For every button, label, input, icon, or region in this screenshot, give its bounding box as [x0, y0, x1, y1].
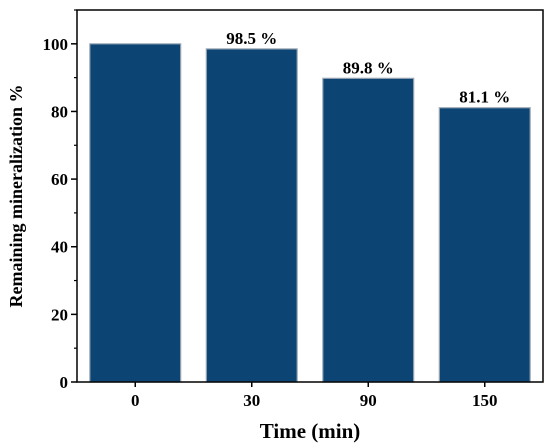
bar-30: [205, 48, 298, 383]
x-axis: 0 30 90 150: [131, 382, 498, 410]
x-tick-label-30: 30: [243, 391, 260, 410]
bar-150: [438, 107, 531, 383]
x-tick-label-90: 90: [360, 391, 377, 410]
y-tick-label-60: 60: [51, 170, 68, 189]
data-label-150: 81.1 %: [459, 88, 510, 107]
y-tick-label-20: 20: [51, 305, 68, 324]
data-labels-group: 98.5 % 89.8 % 81.1 %: [226, 29, 510, 107]
plot-frame: [76, 9, 544, 383]
bar-90: [322, 77, 415, 383]
x-tick-label-150: 150: [472, 391, 498, 410]
data-label-30: 98.5 %: [226, 29, 277, 48]
y-axis: 0 20 40 60 80 100: [43, 9, 77, 392]
data-label-90: 89.8 %: [343, 58, 394, 77]
y-axis-title: Remaining mineralization %: [6, 85, 26, 308]
y-tick-label-0: 0: [60, 373, 69, 392]
y-tick-label-40: 40: [51, 238, 68, 257]
x-tick-label-0: 0: [131, 391, 140, 410]
y-tick-label-80: 80: [51, 102, 68, 121]
bar-0: [89, 43, 182, 383]
bars-group: [89, 43, 531, 383]
x-axis-title: Time (min): [260, 419, 361, 443]
y-tick-label-100: 100: [43, 35, 69, 54]
